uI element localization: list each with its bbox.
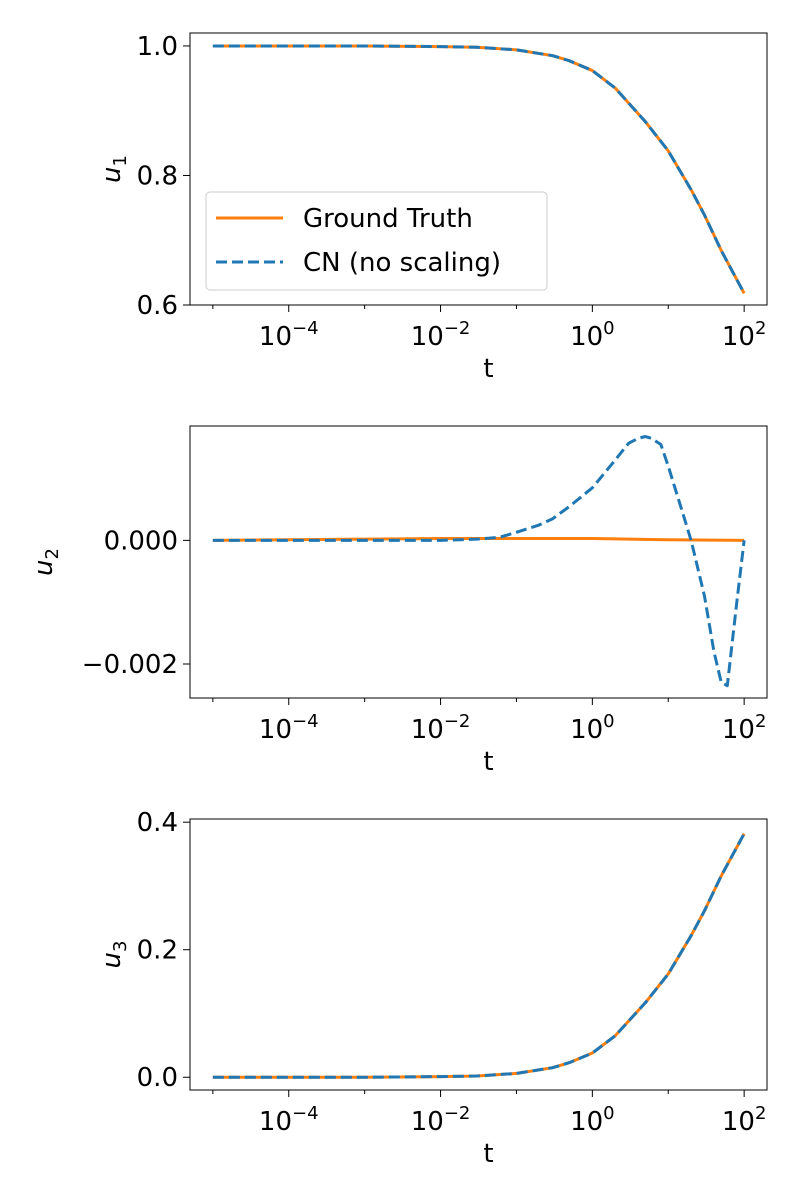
x-tick-label: 10−4 <box>259 1103 319 1137</box>
subplot-1: 10−4 10−2 100 102 0.6 0.8 1.0 t u1 Ground Truth CN… <box>97 32 768 384</box>
series-group <box>212 44 746 295</box>
y-tick-label: 0.4 <box>137 808 178 838</box>
legend-label-ground-truth: Ground Truth <box>303 204 473 234</box>
series-line-cn-no-scaling <box>212 44 746 295</box>
legend: Ground Truth CN (no scaling) <box>205 191 548 291</box>
y-axis-label: u1 <box>97 155 131 183</box>
series-line-cn-no-scaling <box>212 832 746 1079</box>
y-axis-label: u3 <box>97 941 131 969</box>
subplot-3: 10−4 10−2 100 102 0.0 0.2 0.4 t u3 <box>97 808 768 1169</box>
x-tick-label: 10−2 <box>411 1103 471 1137</box>
x-tick-label: 100 <box>570 1103 615 1137</box>
series-line-cn-no-scaling <box>212 435 746 688</box>
y-tick-label: 1.0 <box>137 32 178 62</box>
y-tick-label: 0.0 <box>137 1063 178 1093</box>
y-tick-label: 0.2 <box>137 936 178 966</box>
y-tick-label: −0.002 <box>82 650 178 680</box>
x-tick-label: 100 <box>570 318 615 352</box>
y-tick-label: 0.6 <box>137 291 178 321</box>
x-tick-label: 10−2 <box>411 711 471 745</box>
subplot-2: 10−4 10−2 100 102 −0.002 0.000 t u2 <box>29 425 768 777</box>
x-axis-label: t <box>483 1139 493 1169</box>
legend-box <box>205 191 548 291</box>
y-tick-label: 0.8 <box>137 161 178 191</box>
x-tick-label: 10−2 <box>411 318 471 352</box>
y-tick-label: 0.000 <box>104 526 178 556</box>
x-tick-label: 100 <box>570 711 615 745</box>
y-axis-label: u2 <box>29 548 63 576</box>
x-tick-label: 102 <box>722 318 767 352</box>
x-tick-label: 10−4 <box>259 711 319 745</box>
axes-frame <box>189 32 768 306</box>
legend-label-cn-no-scaling: CN (no scaling) <box>303 248 501 278</box>
axes-frame <box>189 425 768 699</box>
x-axis-label: t <box>483 747 493 777</box>
series-line-ground-truth <box>212 832 746 1079</box>
series-group <box>212 435 746 688</box>
series-group <box>212 832 746 1079</box>
x-tick-label: 102 <box>722 1103 767 1137</box>
x-axis-label: t <box>483 354 493 384</box>
x-tick-label: 102 <box>722 711 767 745</box>
axes-frame <box>189 818 768 1091</box>
x-tick-label: 10−4 <box>259 318 319 352</box>
